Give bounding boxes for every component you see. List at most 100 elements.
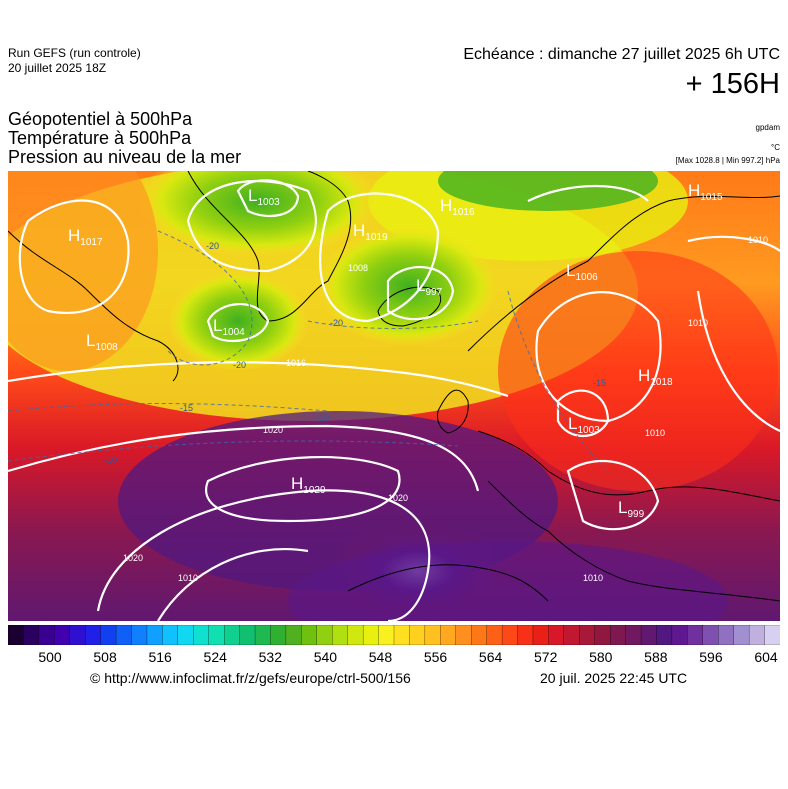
scale-swatch xyxy=(610,625,627,645)
run-date: 20 juillet 2025 18Z xyxy=(8,61,107,75)
isobar-label: 1020 xyxy=(123,553,143,563)
isotherm-label: -20 xyxy=(330,318,343,328)
pressure-center-low: L1008 xyxy=(86,331,118,353)
pressure-center-high: H1018 xyxy=(638,366,673,388)
isotherm-label: -20 xyxy=(206,241,219,251)
scale-swatch xyxy=(54,625,71,645)
green-trough-north xyxy=(438,171,658,211)
scale-swatch xyxy=(640,625,658,645)
scale-swatch xyxy=(193,625,210,645)
scale-tick-label: 588 xyxy=(644,649,668,665)
pressure-center-low: L997 xyxy=(416,276,443,298)
scale-tick-label: 556 xyxy=(423,649,448,665)
scale-swatch xyxy=(23,625,40,645)
scale-swatch xyxy=(378,625,395,645)
pressure-center-high: H1016 xyxy=(440,196,475,218)
scale-swatch xyxy=(69,625,86,645)
green-trough-greenland xyxy=(138,171,378,256)
scale-swatch xyxy=(254,625,272,645)
scale-swatch xyxy=(362,625,380,645)
scale-swatch xyxy=(332,625,349,645)
unit-temperature: °C xyxy=(771,143,780,152)
scale-swatch xyxy=(733,625,750,645)
unit-geopotential: gpdam xyxy=(755,123,780,132)
scale-tick-label: 580 xyxy=(589,649,613,665)
scale-swatch xyxy=(548,625,565,645)
scale-swatch xyxy=(702,625,719,645)
scale-tick-label: 524 xyxy=(203,649,227,665)
isobar-label: 1010 xyxy=(583,573,603,583)
scale-swatch xyxy=(656,625,673,645)
scale-tick-label: 508 xyxy=(93,649,117,665)
color-scale-bar xyxy=(8,625,780,645)
scale-swatch xyxy=(393,625,411,645)
credit-url: © http://www.infoclimat.fr/z/gefs/europe… xyxy=(90,670,411,686)
weather-map: H1017 L1003 H1019 H1016 H1015 L997 L1004 L1008 L… xyxy=(8,171,780,621)
isobar-label: 1008 xyxy=(348,263,368,273)
scale-swatch xyxy=(440,625,457,645)
scale-swatch xyxy=(239,625,256,645)
pressure-center-high: H1015 xyxy=(688,181,723,203)
pressure-center-high: H1019 xyxy=(353,221,388,243)
scale-swatch xyxy=(224,625,241,645)
isobar-label: 1016 xyxy=(286,358,306,368)
scale-swatch xyxy=(409,625,426,645)
isotherm-label: -15 xyxy=(593,378,606,388)
scale-swatch xyxy=(301,625,318,645)
forecast-valid-time: Echéance : dimanche 27 juillet 2025 6h U… xyxy=(463,46,780,63)
scale-swatch xyxy=(471,625,488,645)
scale-swatch xyxy=(687,625,704,645)
scale-swatch xyxy=(177,625,194,645)
scale-tick-label: 596 xyxy=(699,649,723,665)
scale-swatch xyxy=(424,625,441,645)
pressure-center-low: L1003 xyxy=(568,414,600,436)
generation-timestamp: 20 juil. 2025 22:45 UTC xyxy=(540,670,688,686)
run-name: Run GEFS (run controle) xyxy=(8,46,141,60)
pressure-center-low: L1006 xyxy=(566,261,598,283)
parameter-pressure: Pression au niveau de la mer xyxy=(8,147,242,167)
scale-swatch xyxy=(625,625,642,645)
isotherm-label: -10 xyxy=(104,455,117,465)
isobar-label: 1010 xyxy=(748,235,768,245)
scale-swatch xyxy=(718,625,735,645)
scale-swatch xyxy=(517,625,534,645)
pressure-center-low: L1003 xyxy=(248,186,280,208)
scale-swatch xyxy=(285,625,303,645)
pressure-center-low: L1004 xyxy=(213,316,245,338)
scale-swatch xyxy=(486,625,503,645)
scale-swatch xyxy=(208,625,225,645)
scale-tick-label: 564 xyxy=(478,649,503,665)
isotherm-label: -20 xyxy=(233,360,246,370)
isobar-label: 1020 xyxy=(388,493,408,503)
isobar-label: 1010 xyxy=(178,573,198,583)
scale-tick-label: 604 xyxy=(754,649,778,665)
unit-pressure-range: [Max 1028.8 | Min 997.2] hPa xyxy=(675,156,780,165)
scale-tick-label: 548 xyxy=(368,649,393,665)
scale-swatch xyxy=(748,625,766,645)
scale-tick-label: 500 xyxy=(38,649,62,665)
purple-africa xyxy=(288,541,728,621)
green-trough-iceland xyxy=(318,226,498,346)
scale-swatch xyxy=(347,625,364,645)
scale-swatch xyxy=(532,625,550,645)
scale-swatch xyxy=(38,625,55,645)
scale-swatch xyxy=(501,625,519,645)
isotherm-labels: -20 -20 -20 -15 -10 -10 -15 xyxy=(104,241,606,465)
isobar-label: 1010 xyxy=(645,428,665,438)
pressure-center-high: H1029 xyxy=(291,474,326,496)
scale-swatch xyxy=(579,625,596,645)
scale-swatch xyxy=(100,625,117,645)
scale-swatch xyxy=(115,625,133,645)
isotherm-label: -10 xyxy=(316,413,329,423)
green-trough-west xyxy=(168,271,308,371)
pressure-center-low: L999 xyxy=(618,498,645,520)
scale-swatch xyxy=(671,625,689,645)
scale-tick-label: 532 xyxy=(258,649,282,665)
scale-swatch xyxy=(455,625,472,645)
scale-swatch xyxy=(764,625,780,645)
scale-swatch xyxy=(85,625,102,645)
isotherm-label: -15 xyxy=(180,403,193,413)
scale-swatch xyxy=(594,625,611,645)
scale-swatch xyxy=(316,625,333,645)
scale-tick-label: 516 xyxy=(148,649,172,665)
